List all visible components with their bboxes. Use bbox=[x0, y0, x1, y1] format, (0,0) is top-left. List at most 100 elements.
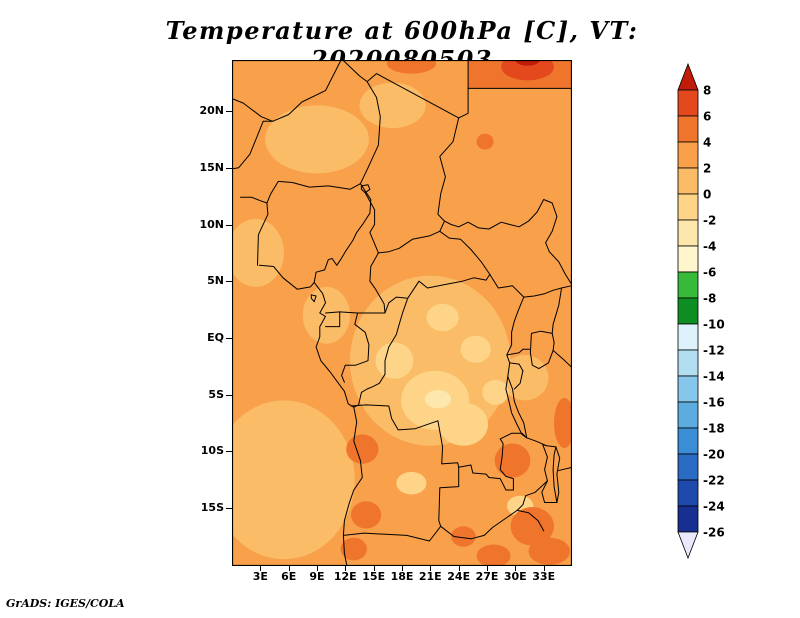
colorbar-segment bbox=[677, 167, 699, 195]
lon-tick-mark bbox=[543, 566, 545, 571]
lon-tick-label: 30E bbox=[503, 570, 527, 583]
border-line bbox=[437, 117, 460, 232]
lat-tick-label: 10N bbox=[199, 217, 224, 231]
border-line bbox=[516, 509, 545, 532]
colorbar-label: 2 bbox=[703, 162, 711, 176]
colorbar-label: 6 bbox=[703, 110, 711, 124]
temperature-patch bbox=[396, 471, 427, 495]
border-line bbox=[310, 294, 317, 303]
border-line bbox=[364, 192, 379, 254]
lon-tick-label: 21E bbox=[418, 570, 442, 583]
colorbar-label: -6 bbox=[703, 266, 716, 280]
lon-tick-mark bbox=[430, 566, 432, 571]
colorbar-segment bbox=[677, 479, 699, 507]
colorbar-label: -2 bbox=[703, 214, 716, 228]
lon-tick-label: 15E bbox=[362, 570, 386, 583]
border-line bbox=[545, 216, 572, 284]
temperature-patch bbox=[438, 402, 488, 446]
temperature-patch bbox=[460, 335, 491, 363]
border-line bbox=[258, 264, 363, 568]
border-line bbox=[325, 311, 386, 314]
temperature-patch bbox=[426, 303, 459, 332]
colorbar-segment bbox=[677, 505, 699, 533]
temperature-patch bbox=[451, 526, 476, 547]
lon-tick-mark bbox=[487, 566, 488, 571]
colorbar: 8 6 4 2 0 -2 -4 -6 -8 -10 -12 -14 -16 -18 -20 -22 -24 -26 bbox=[677, 62, 725, 560]
border-line bbox=[470, 509, 518, 540]
colorbar-arrow-bottom bbox=[677, 531, 699, 560]
temperature-patch bbox=[346, 434, 379, 464]
colorbar-label: 0 bbox=[703, 188, 711, 202]
colorbar-label: -24 bbox=[703, 500, 725, 514]
border-line bbox=[342, 525, 442, 542]
colorbar-label: -14 bbox=[703, 370, 725, 384]
border-line bbox=[377, 230, 441, 254]
border-line bbox=[231, 120, 264, 170]
credit-text: GrADS: IGES/COLA bbox=[6, 597, 125, 610]
border-line bbox=[557, 466, 573, 472]
lon-tick-label: 24E bbox=[447, 570, 471, 583]
border-line bbox=[509, 362, 524, 372]
colorbar-label: 8 bbox=[703, 84, 711, 98]
border-line bbox=[369, 252, 386, 314]
border-line bbox=[438, 466, 472, 540]
colorbar-label: -8 bbox=[703, 292, 716, 306]
colorbar-segment bbox=[677, 115, 699, 143]
temperature-patch bbox=[510, 507, 554, 546]
border-line bbox=[240, 196, 268, 204]
border-line bbox=[360, 184, 371, 194]
colorbar-segment bbox=[677, 193, 699, 221]
lon-tick-mark bbox=[402, 566, 403, 571]
border-line bbox=[523, 285, 572, 298]
temperature-patch bbox=[302, 286, 350, 344]
colorbar-label: -4 bbox=[703, 240, 716, 254]
temperature-patch bbox=[528, 537, 571, 565]
lat-tick-label: 20N bbox=[199, 104, 224, 118]
lat-tick-mark bbox=[226, 167, 232, 169]
border-line bbox=[353, 297, 409, 408]
lon-tick-label: 6E bbox=[281, 570, 297, 583]
colorbar-label: -22 bbox=[703, 474, 725, 488]
border-line bbox=[458, 199, 558, 230]
border-line bbox=[341, 312, 370, 383]
border-line bbox=[552, 349, 573, 368]
border-line bbox=[350, 404, 460, 468]
lon-tick-mark bbox=[373, 566, 375, 571]
lat-tick-label: 10S bbox=[200, 444, 224, 458]
border-line bbox=[529, 330, 555, 370]
lon-tick-mark bbox=[515, 566, 517, 571]
border-line bbox=[439, 230, 491, 275]
colorbar-segment bbox=[677, 141, 699, 169]
temperature-map-canvas bbox=[213, 53, 575, 568]
colorbar-segment bbox=[677, 349, 699, 377]
border-line bbox=[513, 370, 524, 390]
temperature-patch bbox=[476, 133, 494, 150]
lon-tick-label: 33E bbox=[532, 570, 556, 583]
border-line bbox=[231, 98, 274, 122]
lat-tick-mark bbox=[226, 281, 232, 283]
border-line bbox=[444, 220, 460, 228]
border-line bbox=[506, 348, 524, 356]
colorbar-arrow-top bbox=[677, 62, 699, 91]
colorbar-segment bbox=[677, 245, 699, 273]
lat-tick-mark bbox=[226, 508, 232, 510]
temperature-patch bbox=[351, 501, 382, 529]
temperature-patch bbox=[494, 443, 531, 478]
colorbar-segment bbox=[677, 271, 699, 299]
temperature-shading bbox=[213, 53, 575, 568]
lon-tick-label: 3E bbox=[252, 570, 268, 583]
lat-tick-label: 5N bbox=[207, 274, 224, 288]
colorbar-segment bbox=[677, 89, 699, 117]
lon-tick-mark bbox=[288, 566, 290, 571]
lat-tick-mark bbox=[226, 394, 232, 396]
border-line bbox=[266, 180, 361, 204]
temperature-patch bbox=[350, 275, 511, 446]
colorbar-label: -12 bbox=[703, 344, 725, 358]
lon-tick-label: 9E bbox=[309, 570, 325, 583]
lat-tick-label: EQ bbox=[207, 331, 224, 344]
border-line bbox=[505, 376, 528, 439]
map-frame-border bbox=[231, 59, 573, 567]
border-line bbox=[458, 58, 469, 119]
border-line bbox=[262, 58, 343, 122]
